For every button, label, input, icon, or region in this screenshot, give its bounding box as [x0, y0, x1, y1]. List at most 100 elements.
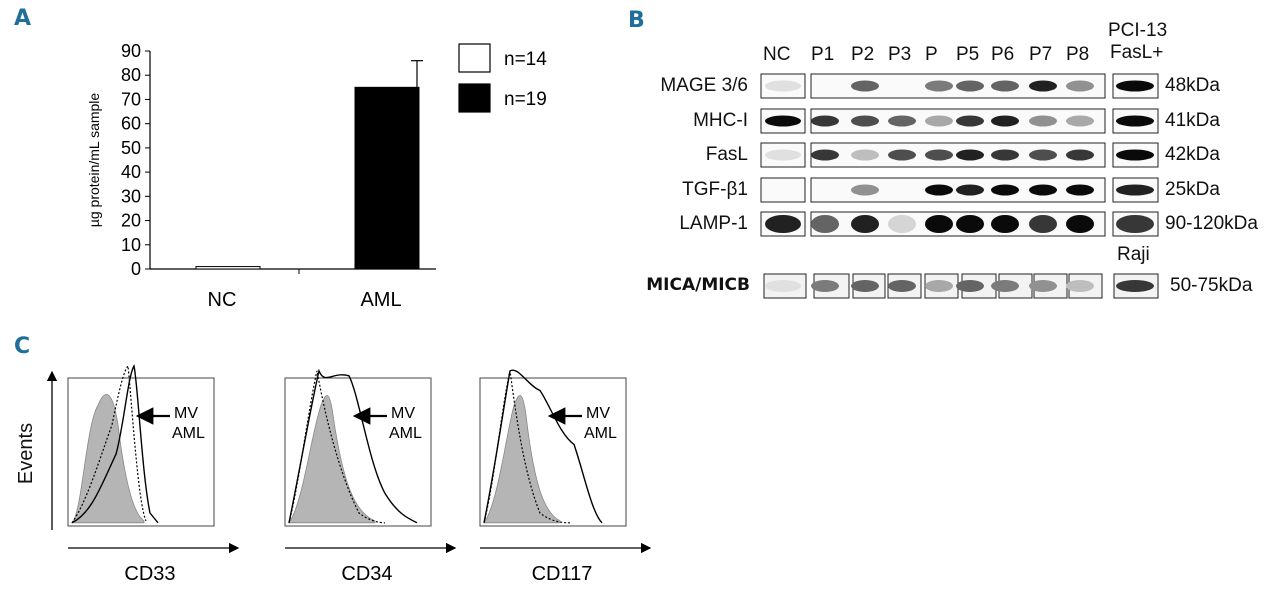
y-tick-label: 0: [131, 259, 141, 279]
lane-label-p: P: [925, 44, 938, 65]
y-axis-label: µg protein/mL sample: [86, 93, 102, 228]
blot-band: [765, 149, 801, 161]
molecular-weight-label: 50-75kDa: [1170, 275, 1253, 296]
blot-band: [925, 280, 953, 292]
y-tick-label: 60: [121, 114, 141, 134]
marker-label: CD34: [341, 563, 392, 585]
mv-aml-histogram: [288, 368, 418, 524]
blot-band: [765, 115, 801, 127]
blot-band: [851, 149, 879, 161]
annotation-aml: AML: [584, 425, 617, 442]
blot-band: [1116, 115, 1154, 127]
bar-nc: [195, 266, 261, 270]
blot-band: [956, 280, 984, 292]
annotation-mv: MV: [586, 405, 610, 422]
blot-band: [888, 115, 916, 127]
lane-label-p6: P6: [991, 44, 1015, 65]
blot-band: [956, 115, 984, 127]
blot-band: [888, 149, 916, 161]
molecular-weight-label: 41kDa: [1165, 110, 1220, 131]
mv-aml-histogram: [483, 369, 603, 524]
marker-label: CD117: [532, 563, 593, 585]
blot-band: [991, 280, 1019, 292]
panel-a-bar-chart: 0 10 20 30 40 50 60 70 80 90 NC AML µg protein/mL sa…: [86, 41, 547, 311]
blot-band: [991, 115, 1019, 127]
molecular-weight-label: 90-120kDa: [1165, 213, 1258, 234]
control-histogram: [288, 395, 376, 524]
lane-label-nc: NC: [763, 44, 791, 65]
panel-a-letter: A: [14, 6, 32, 31]
blot-band: [811, 215, 839, 233]
blot-band: [1029, 149, 1057, 161]
blot-band: [1066, 215, 1094, 233]
legend-swatch: [458, 83, 491, 113]
blot-band: [1116, 80, 1154, 92]
x-tick-label: AML: [360, 289, 401, 311]
blot-band: [1066, 149, 1094, 161]
blot-band: [765, 280, 801, 292]
western-blots: [760, 73, 1159, 299]
blot-band: [1116, 280, 1154, 292]
blot-band: [851, 215, 879, 233]
blot-band: [765, 215, 801, 233]
histogram-cd117: MV AML: [479, 369, 627, 527]
raji-label: Raji: [1117, 244, 1150, 265]
bar-aml: [354, 86, 420, 270]
row-label: TGF-β1: [682, 179, 748, 200]
blot-band: [1029, 115, 1057, 127]
blot-band: [956, 215, 984, 233]
blot-band: [991, 184, 1019, 196]
lane-label-p7: P7: [1029, 44, 1053, 65]
lane-label-p3: P3: [888, 44, 912, 65]
annotation-mv: MV: [174, 405, 198, 422]
row-label: MICA/MICB: [646, 275, 750, 295]
blot-band: [1066, 80, 1094, 92]
blot-band: [925, 149, 953, 161]
y-tick-label: 10: [121, 235, 141, 255]
blot-band: [956, 184, 984, 196]
blot-band: [888, 280, 916, 292]
control-histogram: [483, 395, 561, 524]
histogram-curves: [71, 364, 159, 524]
blot-band: [1116, 149, 1154, 161]
control-lane-label-1: PCI-13: [1108, 20, 1168, 41]
annotation-aml: AML: [389, 425, 422, 442]
blot-band: [1029, 280, 1057, 292]
histogram-cd33: MV AML: [67, 364, 215, 527]
blot-band: [1116, 184, 1154, 196]
blot-band: [991, 215, 1019, 233]
y-tick-label: 40: [121, 162, 141, 182]
y-tick-label: 80: [121, 65, 141, 85]
molecular-weight-label: 42kDa: [1165, 144, 1220, 165]
panel-b-letter: B: [628, 8, 645, 33]
blot-band: [811, 149, 839, 161]
blot-band: [1029, 80, 1057, 92]
blot-box-nc: [760, 177, 806, 203]
y-tick-label: 20: [121, 211, 141, 231]
histogram-curves: [483, 369, 603, 524]
lane-label-p8: P8: [1066, 44, 1090, 65]
row-label: LAMP-1: [679, 213, 748, 234]
mv-aml-histogram: [71, 364, 159, 524]
lane-label-p2: P2: [851, 44, 875, 65]
blot-band: [1029, 215, 1057, 233]
legend-label: n=14: [504, 49, 547, 70]
y-tick-label: 30: [121, 186, 141, 206]
annotation-aml: AML: [172, 425, 205, 442]
row-label: MHC-I: [693, 110, 748, 131]
blot-band: [956, 149, 984, 161]
blot-band: [851, 115, 879, 127]
control-histogram: [71, 394, 145, 524]
row-label: FasL: [705, 144, 748, 165]
lane-label-p1: P1: [811, 44, 835, 65]
y-tick-label: 70: [121, 89, 141, 109]
isotype-histogram: [71, 364, 147, 524]
x-tick-label: NC: [208, 289, 237, 311]
histogram-curves: [288, 368, 418, 524]
legend-swatch: [458, 43, 491, 73]
lane-label-p5: P5: [956, 44, 980, 65]
row-label: MAGE 3/6: [660, 75, 748, 96]
control-lane-label-2: FasL+: [1110, 42, 1164, 63]
blot-band: [925, 215, 953, 233]
molecular-weight-label: 48kDa: [1165, 75, 1220, 96]
